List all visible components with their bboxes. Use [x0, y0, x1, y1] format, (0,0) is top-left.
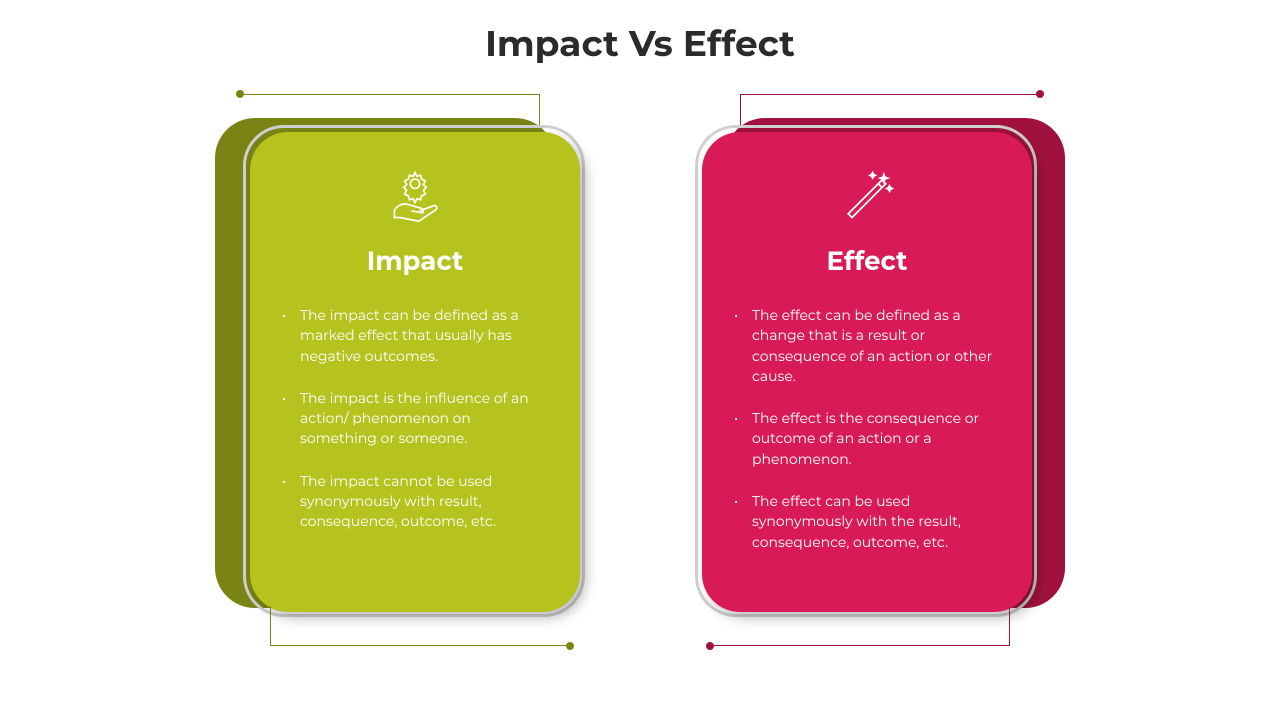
card-main-panel: Impact The impact can be defined as a ma… [250, 132, 580, 612]
list-item: The effect can be used synonymously with… [732, 491, 1002, 552]
card-point-list: The impact can be defined as a marked ef… [280, 305, 550, 532]
list-item: The impact is the influence of an action… [280, 388, 550, 449]
magic-wand-icon [732, 165, 1002, 225]
card-heading: Impact [280, 245, 550, 277]
cards-container: Impact The impact can be defined as a ma… [0, 106, 1280, 656]
card-heading: Effect [732, 245, 1002, 277]
list-item: The effect can be defined as a change th… [732, 305, 1002, 386]
dot-decor [236, 90, 244, 98]
bracket-decor [270, 606, 570, 646]
dot-decor [566, 642, 574, 650]
card-impact: Impact The impact can be defined as a ma… [215, 106, 595, 656]
list-item: The impact cannot be used synonymously w… [280, 471, 550, 532]
card-effect: Effect The effect can be defined as a ch… [685, 106, 1065, 656]
slide-title: Impact Vs Effect [0, 0, 1280, 66]
list-item: The impact can be defined as a marked ef… [280, 305, 550, 366]
card-main-panel: Effect The effect can be defined as a ch… [702, 132, 1032, 612]
dot-decor [706, 642, 714, 650]
bracket-decor [710, 606, 1010, 646]
list-item: The effect is the consequence or outcome… [732, 408, 1002, 469]
hand-gear-icon [280, 165, 550, 225]
dot-decor [1036, 90, 1044, 98]
card-point-list: The effect can be defined as a change th… [732, 305, 1002, 552]
